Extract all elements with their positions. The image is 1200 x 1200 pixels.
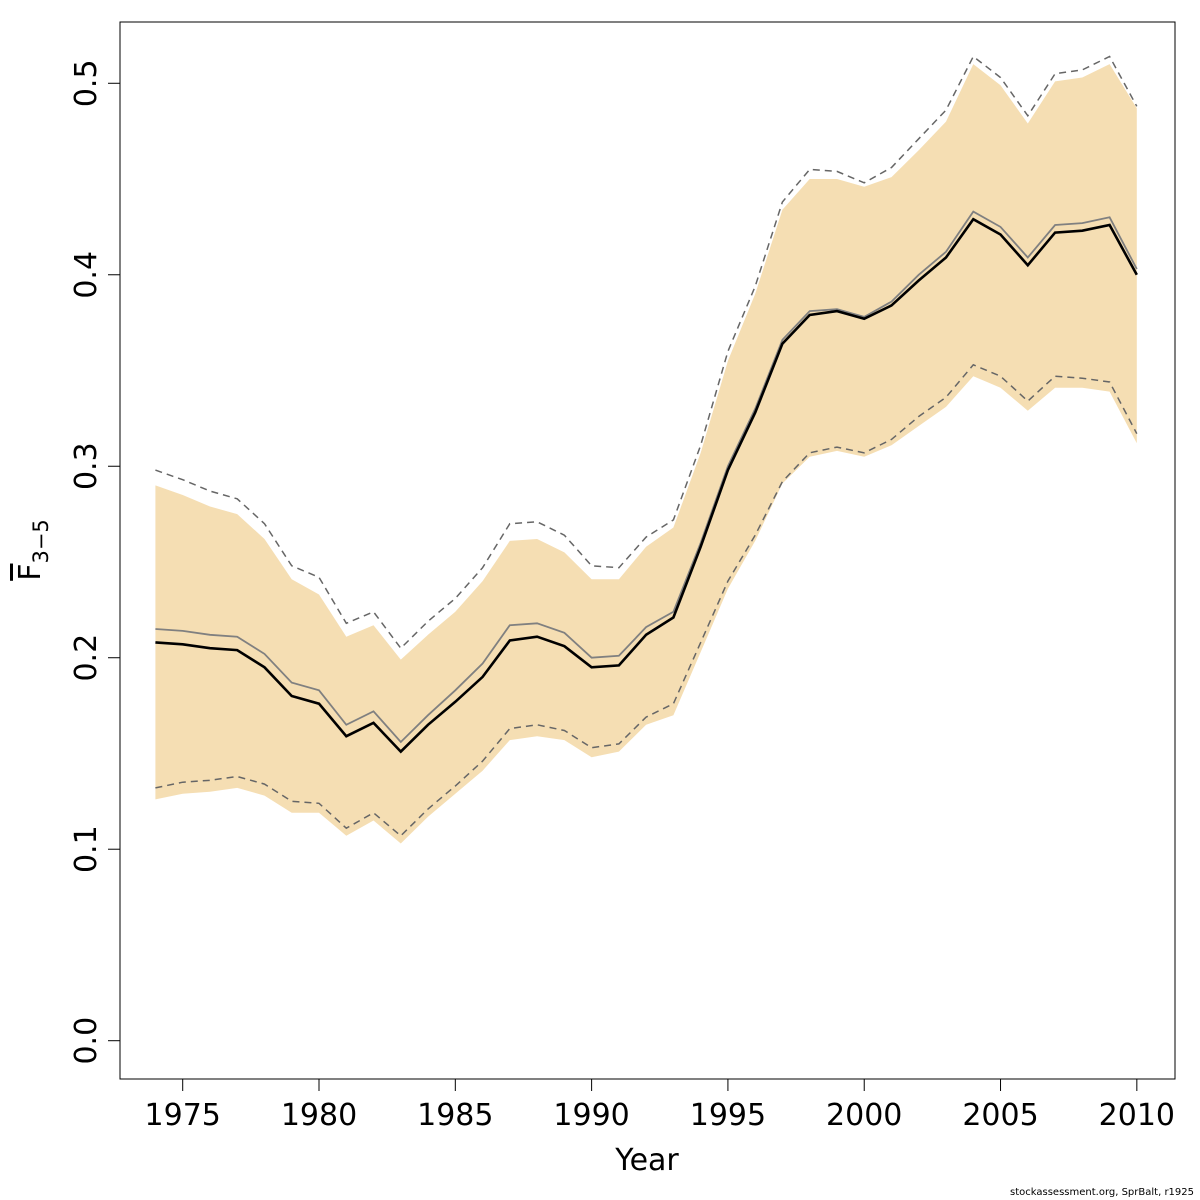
y-tick-label: 0.1	[69, 825, 104, 873]
svg-text:F3−5: F3−5	[13, 519, 53, 581]
x-tick-label: 1995	[690, 1098, 766, 1133]
y-tick-label: 0.0	[69, 1017, 104, 1065]
x-tick-label: 2010	[1099, 1098, 1175, 1133]
series-alt-ci-upper	[155, 55, 1138, 650]
y-axis-title: F3−5	[13, 519, 53, 581]
y-axis-title-base: F	[13, 564, 48, 581]
series-ci_band	[155, 64, 1137, 844]
y-tick-label: 0.4	[69, 251, 104, 299]
plot-frame	[119, 21, 1176, 1080]
x-tick-label: 1985	[417, 1098, 493, 1133]
series-layer	[155, 55, 1138, 844]
series-alt-ci-lower	[155, 363, 1138, 837]
x-tick-label: 1990	[553, 1098, 629, 1133]
series-estimate	[155, 217, 1138, 754]
x-axis: 1975 1980 1985 1990 1995 2000 2005 2010	[145, 1079, 1175, 1133]
x-tick-label: 2005	[962, 1098, 1038, 1133]
x-axis-title: Year	[614, 1143, 679, 1178]
x-tick-label: 1980	[281, 1098, 357, 1133]
y-axis: 0.0 0.1 0.2 0.3 0.4 0.5	[69, 59, 120, 1065]
y-axis-title-subscript: 3−5	[29, 519, 53, 563]
credit-text: stockassessment.org, SprBalt, r1925	[1010, 1187, 1194, 1198]
y-tick-label: 0.5	[69, 59, 104, 107]
y-tick-label: 0.3	[69, 442, 104, 490]
y-tick-label: 0.2	[69, 634, 104, 682]
x-tick-label: 2000	[826, 1098, 902, 1133]
x-tick-label: 1975	[145, 1098, 221, 1133]
series-alt-estimate	[155, 210, 1138, 744]
